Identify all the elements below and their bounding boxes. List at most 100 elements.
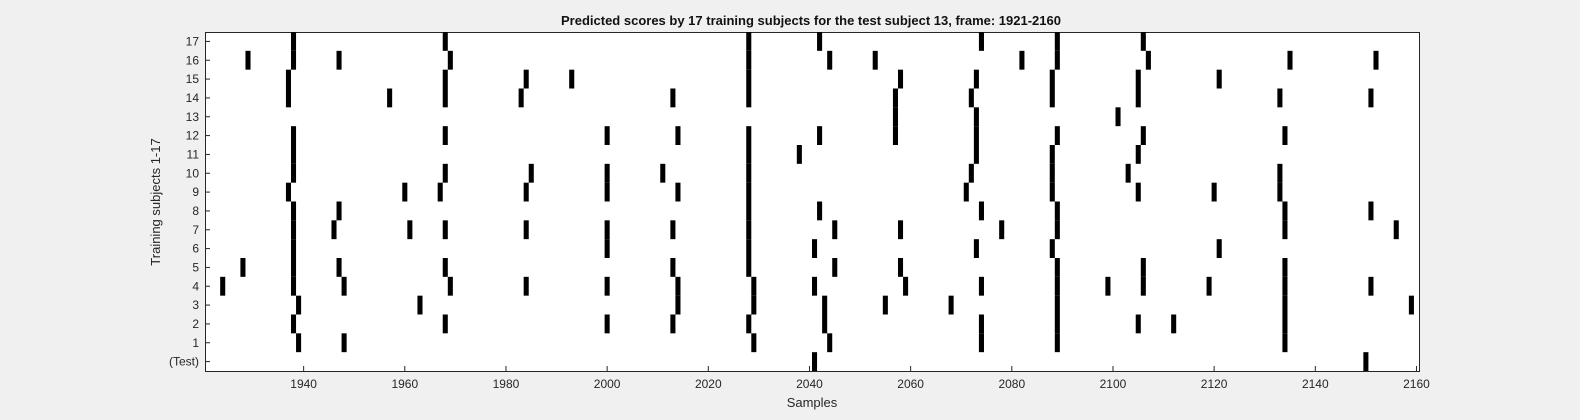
score-mark xyxy=(812,352,818,371)
score-mark xyxy=(285,182,291,202)
score-mark xyxy=(245,50,251,70)
y-tick-label: 13 xyxy=(186,110,200,124)
score-mark xyxy=(604,314,610,334)
score-mark xyxy=(1277,163,1283,183)
score-mark xyxy=(442,69,448,89)
score-mark xyxy=(1282,220,1288,240)
score-mark xyxy=(746,126,752,145)
score-mark xyxy=(290,32,297,51)
score-mark xyxy=(1368,88,1374,108)
marks-layer xyxy=(220,32,1414,371)
score-mark xyxy=(675,126,681,145)
score-mark xyxy=(963,182,969,202)
score-mark xyxy=(604,276,610,296)
y-tick-label: (Test) xyxy=(169,355,199,369)
score-mark xyxy=(812,276,818,296)
score-mark xyxy=(897,69,904,89)
score-mark xyxy=(296,295,302,315)
y-tick-label: 17 xyxy=(186,34,200,48)
score-mark xyxy=(746,88,752,108)
score-mark xyxy=(968,88,974,108)
score-mark xyxy=(1135,69,1141,89)
score-mark xyxy=(290,276,297,296)
score-mark xyxy=(1171,314,1177,334)
score-mark xyxy=(447,276,453,296)
score-mark xyxy=(523,182,529,202)
score-mark xyxy=(290,201,297,221)
score-mark xyxy=(670,314,676,334)
score-mark xyxy=(290,50,297,70)
score-mark xyxy=(751,295,757,315)
score-mark xyxy=(978,201,984,221)
y-tick-label: 4 xyxy=(192,279,199,293)
score-mark xyxy=(387,88,393,108)
score-mark xyxy=(978,32,984,51)
y-tick-label: 6 xyxy=(192,242,199,256)
score-mark xyxy=(948,295,954,315)
score-mark xyxy=(746,32,752,51)
score-mark xyxy=(1140,258,1146,277)
score-mark xyxy=(973,69,979,89)
score-mark xyxy=(882,295,888,315)
score-mark xyxy=(817,32,823,51)
score-mark xyxy=(1140,276,1146,296)
x-tick-label: 2020 xyxy=(695,377,722,391)
score-mark xyxy=(1282,201,1288,221)
score-mark xyxy=(897,220,904,240)
score-mark xyxy=(1054,295,1060,315)
score-mark xyxy=(670,88,676,108)
score-mark xyxy=(604,182,610,202)
score-mark xyxy=(442,163,448,183)
x-axis: 1940 1960 1980 2000 2020 2040 2060 2080 2100 2120… xyxy=(290,366,1430,391)
score-mark xyxy=(1049,163,1055,183)
score-mark xyxy=(1135,145,1141,164)
x-tick-label: 2160 xyxy=(1403,377,1430,391)
score-mark xyxy=(1049,239,1055,258)
score-mark xyxy=(746,239,752,258)
x-tick-label: 1980 xyxy=(493,377,520,391)
score-mark xyxy=(1363,352,1369,371)
score-mark xyxy=(1140,126,1146,145)
score-mark xyxy=(1368,276,1374,296)
score-mark xyxy=(285,88,291,108)
score-mark xyxy=(1211,182,1217,202)
score-mark xyxy=(1049,69,1055,89)
score-mark xyxy=(978,314,984,334)
score-mark xyxy=(296,333,302,353)
y-tick-label: 5 xyxy=(192,260,199,274)
y-tick-label: 10 xyxy=(186,166,200,180)
x-tick-label: 2000 xyxy=(594,377,621,391)
y-tick-label: 12 xyxy=(186,129,200,143)
score-mark xyxy=(973,239,979,258)
score-mark xyxy=(290,258,297,277)
score-mark xyxy=(336,258,342,277)
score-mark xyxy=(832,220,838,240)
score-mark xyxy=(290,126,297,145)
score-mark xyxy=(746,163,752,183)
score-mark xyxy=(1135,88,1141,108)
score-mark xyxy=(968,163,974,183)
score-mark xyxy=(407,220,413,240)
score-mark xyxy=(1054,50,1060,70)
score-mark xyxy=(569,69,575,89)
x-tick-label: 1940 xyxy=(290,377,317,391)
score-mark xyxy=(1408,295,1414,315)
score-mark xyxy=(978,333,984,353)
y-tick-label: 3 xyxy=(192,298,199,312)
y-tick-label: 11 xyxy=(187,147,200,161)
score-mark xyxy=(822,295,828,315)
score-mark xyxy=(290,163,297,183)
score-mark xyxy=(1054,126,1060,145)
score-mark xyxy=(290,239,297,258)
score-mark xyxy=(523,69,529,89)
x-tick-label: 2120 xyxy=(1201,377,1228,391)
score-mark xyxy=(1282,333,1288,353)
x-tick-label: 2100 xyxy=(1100,377,1127,391)
y-tick-label: 1 xyxy=(192,336,199,350)
score-mark xyxy=(1393,220,1399,240)
score-mark xyxy=(903,276,909,296)
score-mark xyxy=(827,50,833,70)
score-mark xyxy=(442,314,448,334)
score-mark xyxy=(1282,314,1288,334)
